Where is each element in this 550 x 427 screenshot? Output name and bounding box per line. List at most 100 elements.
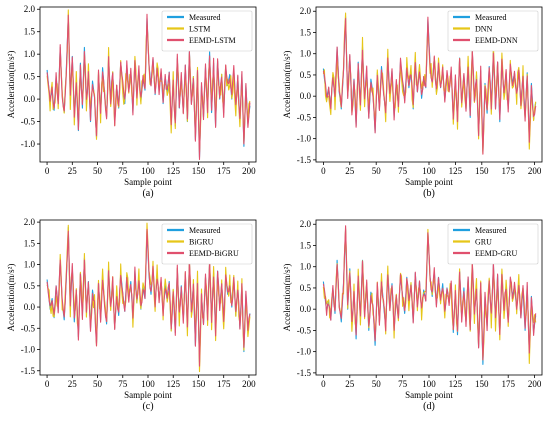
y-tick-label: 2.0 — [24, 217, 36, 227]
x-tick-label: 25 — [345, 379, 355, 389]
y-tick-label: -1.0 — [21, 139, 36, 149]
panel-caption: (a) — [142, 188, 153, 199]
x-tick-label: 50 — [372, 379, 382, 389]
x-tick-label: 125 — [449, 379, 463, 389]
legend-label-dnn: DNN — [475, 25, 493, 34]
y-tick-label: 1.5 — [24, 27, 36, 37]
x-tick-label: 200 — [528, 379, 542, 389]
y-axis-label: Acceleration(m/s²) — [282, 51, 292, 119]
y-tick-label: 0.0 — [300, 91, 312, 101]
x-tick-label: 100 — [422, 379, 436, 389]
y-tick-label: 0.0 — [300, 304, 312, 314]
y-tick-label: 1.0 — [300, 49, 312, 59]
series-line-eemd-lstm — [46, 13, 251, 161]
x-tick-label: 50 — [372, 166, 382, 176]
legend-label-gru: GRU — [475, 238, 492, 247]
y-tick-label: -0.5 — [21, 323, 36, 333]
y-tick-label: -0.5 — [297, 325, 312, 335]
x-tick-label: 175 — [217, 166, 231, 176]
legend-box — [447, 10, 539, 52]
panel-caption: (b) — [423, 188, 435, 199]
x-tick-label: 200 — [242, 379, 256, 389]
y-tick-label: 0.0 — [24, 302, 36, 312]
x-tick-label: 0 — [321, 166, 326, 176]
y-tick-label: 0.5 — [300, 283, 312, 293]
x-tick-label: 175 — [217, 379, 231, 389]
x-tick-label: 50 — [93, 379, 103, 389]
legend-label-lstm: LSTM — [189, 25, 210, 34]
legend-label-measured: Measured — [475, 13, 507, 22]
x-tick-label: 100 — [141, 379, 155, 389]
chart-panel-2: 0 25 50 75 100 125 150 175 200 -1.5 -1.0 -0.5 0.0 0.5… — [282, 6, 543, 199]
y-tick-label: -1.0 — [297, 347, 312, 357]
y-tick-label: 0.5 — [24, 72, 36, 82]
y-tick-label: 2.0 — [300, 6, 312, 16]
y-tick-label: -1.5 — [297, 155, 312, 165]
panel-caption: (d) — [423, 401, 435, 412]
legend-label-measured: Measured — [189, 226, 221, 235]
y-tick-label: 1.5 — [300, 27, 312, 37]
x-tick-label: 200 — [242, 166, 256, 176]
panel-caption: (c) — [142, 401, 153, 412]
y-axis-label: Acceleration(m/s²) — [6, 51, 16, 119]
x-tick-label: 75 — [398, 379, 408, 389]
x-tick-label: 25 — [68, 379, 78, 389]
x-tick-label: 150 — [192, 379, 206, 389]
series-line-eemd-dnn — [322, 16, 537, 155]
x-tick-label: 50 — [93, 166, 103, 176]
x-tick-label: 150 — [475, 166, 489, 176]
y-tick-label: -1.0 — [297, 134, 312, 144]
x-tick-label: 175 — [501, 379, 515, 389]
x-tick-label: 200 — [528, 166, 542, 176]
x-tick-label: 25 — [345, 166, 355, 176]
chart-panel-1: 0 25 50 75 100 125 150 175 200 -1.0 -0.5 0.0 0.5 1.0 1… — [6, 4, 257, 199]
legend-box — [161, 223, 253, 265]
x-tick-label: 75 — [398, 166, 408, 176]
series-line-eemd-bigru — [46, 228, 251, 367]
legend-label-eemd-lstm: EEMD-LSTM — [189, 36, 236, 45]
x-tick-label: 0 — [45, 379, 50, 389]
x-tick-label: 25 — [68, 166, 78, 176]
x-tick-label: 125 — [166, 379, 180, 389]
x-tick-label: 75 — [118, 379, 128, 389]
y-tick-label: 1.0 — [24, 49, 36, 59]
y-tick-label: 1.5 — [24, 238, 36, 248]
x-tick-label: 0 — [45, 166, 50, 176]
x-tick-label: 100 — [141, 166, 155, 176]
x-tick-label: 125 — [166, 166, 180, 176]
x-tick-label: 150 — [192, 166, 206, 176]
legend-box — [447, 223, 539, 265]
y-tick-label: 2.0 — [24, 4, 36, 14]
y-tick-label: -1.0 — [21, 345, 36, 355]
y-axis-label: Acceleration(m/s²) — [6, 264, 16, 332]
chart-panel-3: 0 25 50 75 100 125 150 175 200 -1.5 -1.0 -0.5 0.0 0.5… — [6, 217, 257, 412]
legend-label-eemd-gru: EEMD-GRU — [475, 249, 517, 258]
y-tick-label: 1.0 — [300, 262, 312, 272]
x-axis-label: Sample point — [124, 390, 172, 400]
x-tick-label: 0 — [321, 379, 326, 389]
y-tick-label: -1.5 — [21, 366, 36, 376]
x-tick-label: 175 — [501, 166, 515, 176]
legend-box — [161, 10, 253, 52]
y-tick-label: 0.0 — [24, 94, 36, 104]
y-tick-label: -0.5 — [297, 112, 312, 122]
y-tick-label: 1.5 — [300, 240, 312, 250]
y-tick-label: -1.5 — [297, 368, 312, 378]
y-tick-label: 0.5 — [24, 281, 36, 291]
legend-label-eemd-dnn: EEMD-DNN — [475, 36, 518, 45]
legend-label-eemd-bigru: EEMD-BiGRU — [189, 249, 239, 258]
x-tick-label: 150 — [475, 379, 489, 389]
legend-label-measured: Measured — [189, 13, 221, 22]
chart-panel-4: 0 25 50 75 100 125 150 175 200 -1.5 -1.0 -0.5 0.0 0.5… — [282, 219, 543, 412]
x-axis-label: Sample point — [405, 390, 453, 400]
y-tick-label: 1.0 — [24, 260, 36, 270]
y-tick-label: -0.5 — [21, 117, 36, 127]
y-tick-label: 0.5 — [300, 70, 312, 80]
legend-label-measured: Measured — [475, 226, 507, 235]
x-tick-label: 100 — [422, 166, 436, 176]
x-axis-label: Sample point — [405, 177, 453, 187]
series-line-eemd-gru — [322, 225, 537, 361]
x-tick-label: 125 — [449, 166, 463, 176]
y-tick-label: 2.0 — [300, 219, 312, 229]
